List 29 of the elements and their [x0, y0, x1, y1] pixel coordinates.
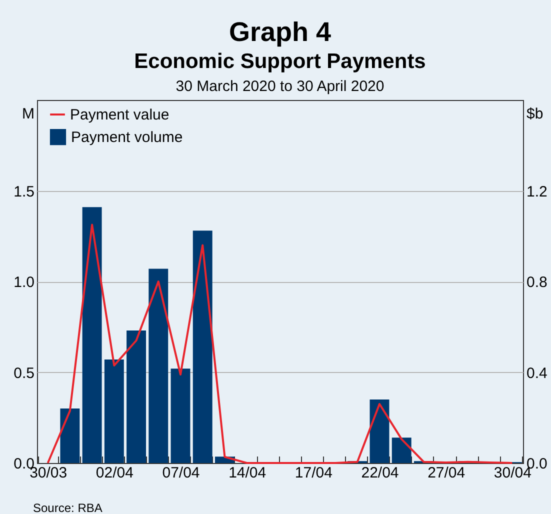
bar [60, 408, 80, 463]
x-tick-label: 17/04 [294, 464, 332, 482]
y-tick-label: 1.0 [14, 274, 34, 291]
y2-tick-label: 0.4 [526, 364, 548, 382]
bar [392, 438, 412, 463]
y2-axis-title: $b [526, 106, 544, 122]
x-tick-label: 22/04 [361, 464, 399, 482]
y2-tick-label: 0.8 [526, 274, 548, 291]
bar [192, 230, 212, 463]
chart-subtitle: Economic Support Payments [134, 50, 426, 73]
x-tick-label: 02/04 [96, 464, 134, 482]
text: 30 March 2020 to 30 April 2020 [176, 78, 384, 95]
bar [82, 207, 102, 463]
bar [104, 360, 124, 463]
x-tick-label: 27/04 [428, 464, 466, 482]
legend-label: Payment volume [71, 129, 183, 146]
bar [126, 330, 146, 463]
source-note: Source: RBA [33, 501, 102, 514]
bar [170, 368, 190, 463]
legend-label: Payment value [70, 106, 170, 124]
x-tick-label: 07/04 [162, 464, 200, 482]
y2-tick-label: 1.2 [526, 183, 548, 200]
chart-title: Graph 4 [228, 17, 332, 47]
y-tick-label: 1.5 [14, 183, 34, 200]
x-tick-label: 14/04 [228, 464, 266, 482]
bar [148, 268, 168, 463]
bar [370, 399, 390, 463]
y-axis-title: M [22, 106, 34, 122]
y-tick-label: 0.5 [14, 364, 34, 382]
